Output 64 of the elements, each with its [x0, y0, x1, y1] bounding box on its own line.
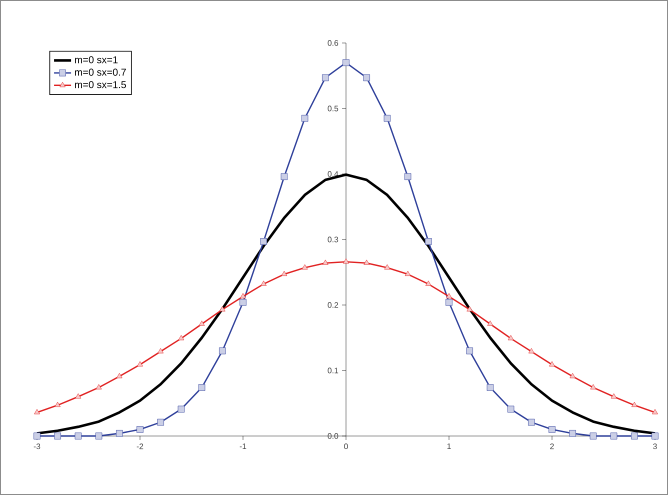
point [631, 432, 638, 440]
point [322, 260, 328, 265]
legend-label: m=0 sx=1 [75, 56, 118, 64]
point [219, 306, 226, 312]
point [528, 418, 535, 426]
point [322, 74, 329, 82]
point [446, 293, 452, 298]
point [466, 347, 473, 354]
point [136, 426, 144, 433]
point [549, 361, 555, 366]
point [219, 347, 226, 354]
point [116, 373, 122, 378]
legend-label: m=0 sx=1.5 [75, 81, 126, 88]
point [280, 173, 288, 180]
point [302, 264, 308, 270]
point [425, 238, 432, 245]
point [590, 384, 596, 390]
point [652, 432, 658, 440]
point [548, 426, 556, 433]
point [569, 430, 576, 437]
point [34, 409, 40, 414]
point [508, 335, 514, 340]
point [363, 74, 370, 82]
point [260, 280, 267, 286]
point [34, 432, 40, 440]
point [570, 373, 576, 378]
point [157, 418, 164, 426]
point [652, 409, 658, 414]
point [425, 280, 432, 286]
point [301, 114, 308, 122]
point [54, 402, 61, 408]
point [507, 406, 514, 413]
point [54, 432, 61, 440]
point [486, 384, 494, 391]
point [342, 59, 350, 66]
point [116, 430, 123, 437]
point [240, 298, 246, 306]
point [178, 406, 185, 413]
point [178, 335, 184, 340]
point [610, 432, 618, 440]
legend-label: m=0 sx=0.7 [75, 68, 126, 76]
point [404, 173, 412, 180]
point [198, 320, 205, 326]
point [466, 306, 473, 312]
point [281, 270, 288, 276]
point [364, 260, 370, 265]
point [528, 348, 534, 354]
point [404, 270, 411, 276]
point [96, 384, 102, 390]
point [446, 298, 452, 306]
point [610, 393, 617, 398]
point [137, 361, 143, 366]
point [198, 384, 206, 391]
point [240, 293, 246, 298]
point [260, 238, 267, 245]
point [384, 264, 390, 270]
point [158, 348, 164, 354]
point [631, 402, 638, 408]
point [74, 432, 82, 440]
point [75, 393, 82, 398]
point [95, 432, 102, 440]
point [590, 432, 597, 440]
point [384, 114, 391, 122]
point [487, 320, 494, 326]
